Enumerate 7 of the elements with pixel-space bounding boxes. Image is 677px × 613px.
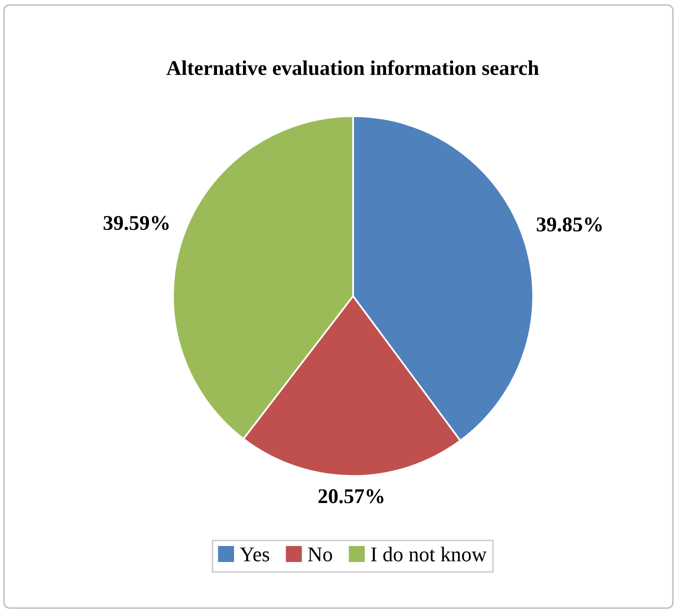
legend-label: I do not know — [371, 546, 487, 562]
legend-label: No — [308, 548, 332, 562]
data-label: 20.57% — [318, 489, 384, 504]
legend-label: Yes — [240, 548, 270, 562]
data-label: 39.85% — [536, 217, 602, 232]
chart-title: Alternative evaluation information search — [166, 60, 539, 76]
data-label: 39.59% — [104, 216, 169, 230]
